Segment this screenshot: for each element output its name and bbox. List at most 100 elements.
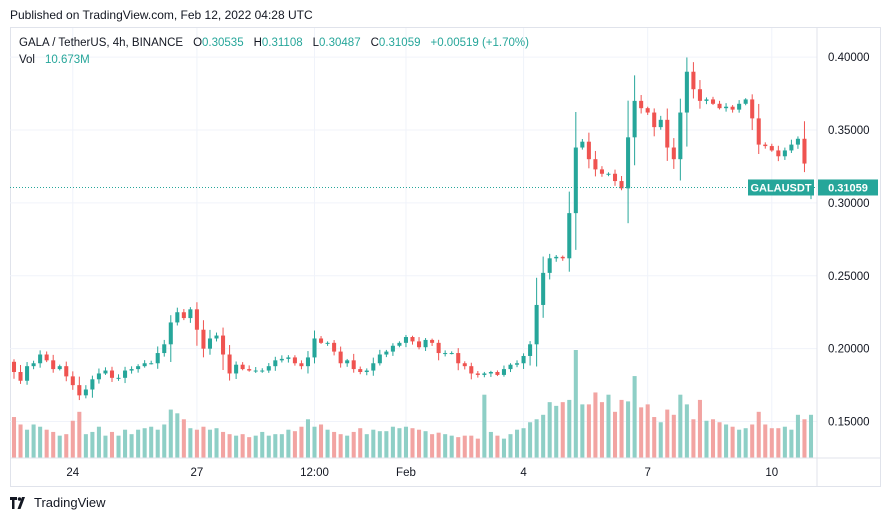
candle-body xyxy=(730,106,735,110)
candle-body xyxy=(70,376,75,386)
brand-label[interactable]: TradingView xyxy=(34,495,106,510)
candle-body xyxy=(123,370,128,378)
candle-body xyxy=(207,338,213,349)
volume-bar xyxy=(443,434,448,458)
volume-bar xyxy=(64,434,69,458)
candle-body xyxy=(364,370,369,372)
candle-body xyxy=(142,363,147,367)
volume-bar xyxy=(149,426,154,458)
volume-bar xyxy=(554,405,559,458)
candle-body xyxy=(482,373,487,375)
candle-body xyxy=(593,159,598,170)
volume-bar xyxy=(11,417,17,458)
candle-body xyxy=(201,329,206,349)
candle-body xyxy=(305,357,311,367)
volume-bar xyxy=(632,376,637,458)
volume-bar xyxy=(253,435,258,458)
candle-body xyxy=(325,342,330,344)
volume-bar xyxy=(332,431,337,458)
candle-body xyxy=(25,366,30,381)
volume-bar xyxy=(737,429,742,458)
candle-body xyxy=(717,103,722,109)
price-tag-bg xyxy=(818,179,878,196)
symbol-label[interactable]: GALA / TetherUS, 4h, BINANCE xyxy=(19,37,184,49)
volume-bar xyxy=(534,419,539,458)
volume-bar xyxy=(273,434,278,458)
volume-bar xyxy=(789,429,794,458)
candle-body xyxy=(697,89,702,101)
candle-body xyxy=(626,137,631,189)
candle-body xyxy=(750,99,755,119)
x-tick-label: 24 xyxy=(66,467,79,479)
y-tick-label: 0.20000 xyxy=(828,344,870,356)
candle-body xyxy=(109,370,115,378)
axes: 0.40000 0.35000 0.30000 0.25000 0.20000 0.150… xyxy=(10,27,881,486)
candle-body xyxy=(64,366,69,377)
candle-body xyxy=(665,119,670,148)
open-label: O xyxy=(193,37,203,49)
candle-body xyxy=(390,345,395,352)
y-tick-label: 0.35000 xyxy=(828,125,870,137)
volume-bar xyxy=(299,426,304,458)
volume-bar xyxy=(123,429,128,458)
candle-body xyxy=(345,360,350,364)
candle-body xyxy=(501,369,506,375)
candle-body xyxy=(514,363,520,365)
volume-bar xyxy=(136,429,141,458)
volume-bar xyxy=(247,437,252,458)
volume-bar xyxy=(31,424,36,458)
volume-bar xyxy=(96,426,101,458)
candle-body xyxy=(175,312,180,323)
volume-bar xyxy=(168,409,173,458)
candle-body xyxy=(240,364,245,370)
volume-bar xyxy=(312,426,317,458)
y-tick-label: 0.15000 xyxy=(828,417,870,429)
candle-body xyxy=(162,344,167,354)
candle-body xyxy=(795,138,800,145)
candle-body xyxy=(443,353,448,355)
candle-body xyxy=(606,173,611,175)
candle-body xyxy=(658,119,663,128)
candle-body xyxy=(619,181,624,189)
volume-bar xyxy=(514,429,520,458)
candles xyxy=(11,57,814,401)
volume-bar xyxy=(639,407,644,458)
candle-body xyxy=(286,357,291,359)
candle-body xyxy=(417,341,422,348)
volume-bar xyxy=(390,426,395,458)
candle-body xyxy=(168,322,173,345)
volume-bar xyxy=(482,394,487,458)
volume-bar xyxy=(188,428,193,458)
volume-label: Vol xyxy=(19,54,35,66)
volume-bar xyxy=(351,431,356,458)
volume-bar xyxy=(678,394,683,458)
volume-bar xyxy=(260,431,265,458)
volume-bar xyxy=(103,435,108,458)
chart-frame[interactable] xyxy=(10,27,881,487)
volume-bar xyxy=(410,428,415,458)
candle-body xyxy=(534,304,539,345)
close-value: 0.31059 xyxy=(378,37,421,49)
volume-bar xyxy=(38,426,43,458)
grid xyxy=(10,28,817,458)
volume-bar xyxy=(377,431,382,458)
candle-body xyxy=(358,369,363,372)
volume-bar xyxy=(586,404,591,458)
candle-body xyxy=(234,364,239,374)
candle-body xyxy=(541,272,546,305)
volume-bar xyxy=(763,424,768,458)
volume-bar xyxy=(194,429,199,458)
volume-bar xyxy=(227,434,232,458)
candle-body xyxy=(38,354,43,364)
volume-bar xyxy=(142,428,147,458)
candle-body xyxy=(279,358,284,361)
volume-bar xyxy=(573,350,578,458)
volume-bar xyxy=(90,431,95,458)
candle-body xyxy=(763,144,768,147)
volume-bar xyxy=(240,434,245,458)
volume-bar xyxy=(658,422,663,458)
volume-bar xyxy=(325,429,330,458)
candle-body xyxy=(299,363,304,367)
volume-bar xyxy=(560,402,565,458)
